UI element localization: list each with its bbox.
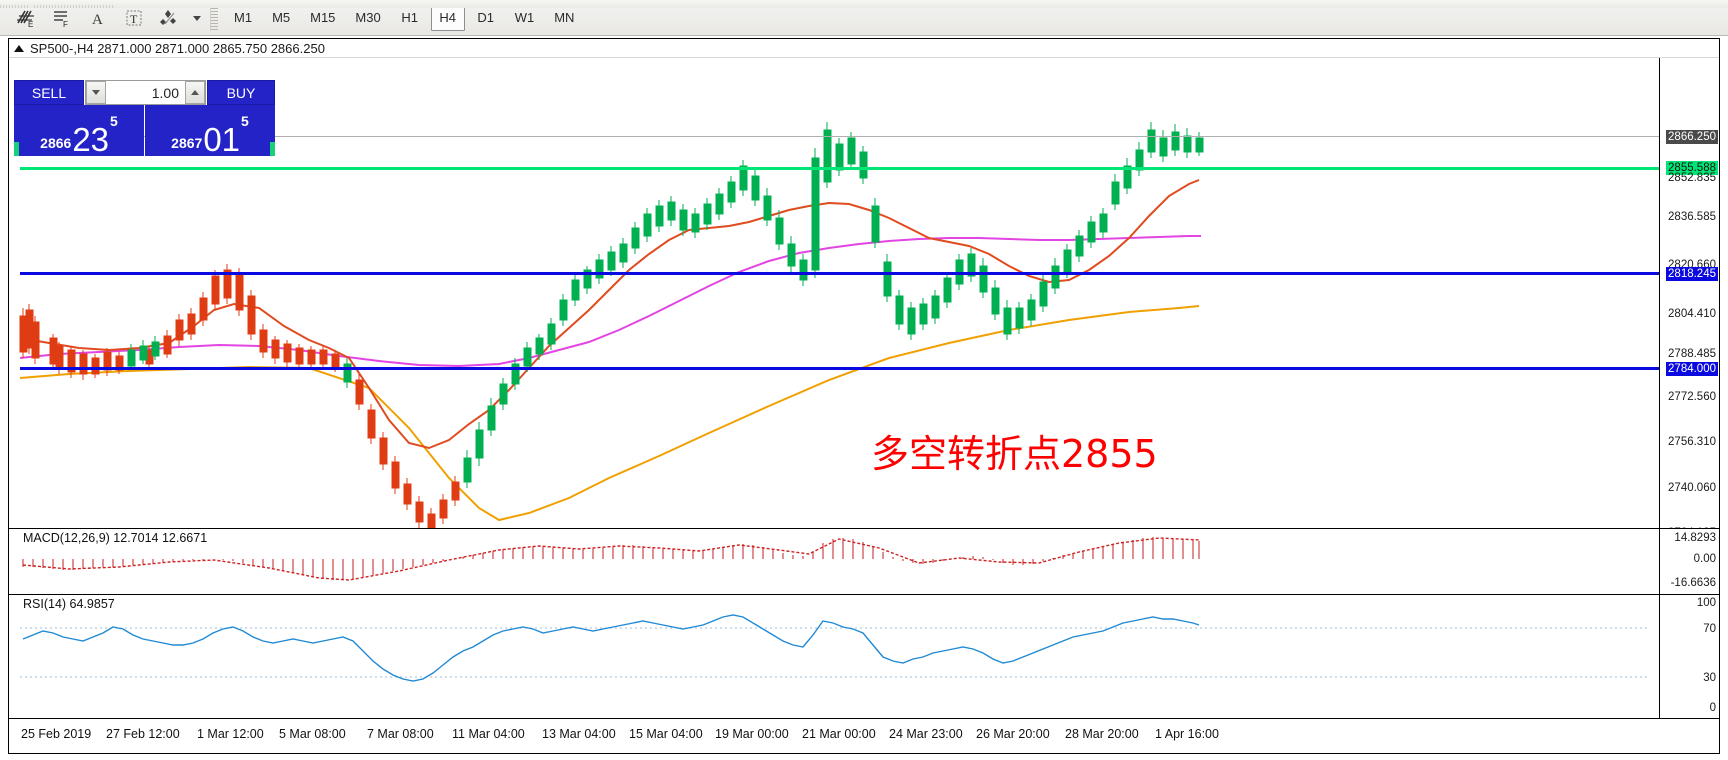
time-tick-13: 1 Apr 16:00 [1155,727,1219,741]
svg-text:F: F [63,20,68,28]
price-tick-2724: 2724.135 [1668,527,1716,528]
time-tick-6: 13 Mar 04:00 [542,727,616,741]
dropdown-arrow-icon[interactable] [189,3,205,33]
rsi-label: RSI(14) 64.9857 [23,597,115,611]
chart-annotation-text: 多空转折点2855 [871,432,1158,476]
time-tick-7: 15 Mar 04:00 [629,727,703,741]
resistance-line-green [20,167,1659,170]
chart-window: SP500-,H4 2871.000 2871.000 2865.750 286… [8,38,1720,754]
volume-decrease-icon[interactable] [86,81,106,104]
sell-price-sup: 5 [110,113,118,129]
templates-icon[interactable]: F [45,3,79,33]
rsi-tick-100: 100 [1696,597,1716,609]
time-tick-5: 11 Mar 04:00 [452,727,525,741]
price-tick-2836: 2836.585 [1668,211,1716,223]
current-price-line [20,136,1659,137]
price-tick-current: 2866.250 [1666,130,1718,144]
buy-button[interactable]: BUY [207,80,275,105]
macd-tick-zero: 0.00 [1693,553,1716,565]
trade-panel-top-row: SELL 1.00 BUY [14,80,275,105]
volume-value[interactable]: 1.00 [151,84,179,101]
time-tick-10: 24 Mar 23:00 [889,727,963,741]
buy-price-prefix: 2867 [171,135,203,151]
objects-icon[interactable] [153,3,187,33]
sell-price-box[interactable]: 2866 23 5 [14,105,144,156]
time-tick-11: 26 Mar 20:00 [976,727,1050,741]
buy-price-sup: 5 [241,113,249,129]
svg-text:A: A [92,12,103,28]
chart-header: SP500-,H4 2871.000 2871.000 2865.750 286… [9,39,1719,58]
buy-price-big: 01 [203,121,241,156]
volume-stepper[interactable]: 1.00 [85,80,206,105]
macd-tick-top: 14.8293 [1674,532,1716,544]
timeframe-m5[interactable]: M5 [272,10,291,25]
main-toolbar: E F A T [0,0,1728,36]
volume-increase-icon[interactable] [185,81,205,104]
toolbar-grip[interactable] [210,4,218,31]
price-tick-2772: 2772.560 [1668,391,1716,403]
buy-tick-indicator [270,142,275,156]
toolbar-upper-strip [0,0,1728,8]
sell-price-big: 23 [72,121,110,156]
ma-mid-line [19,235,1201,368]
rsi-pane[interactable]: RSI(14) 64.9857 100 70 30 0 [9,594,1719,718]
price-tick-2818: 2818.245 [1666,267,1718,281]
rsi-plot [20,614,1649,682]
price-tick-2740: 2740.060 [1668,482,1716,494]
rsi-axis: 100 70 30 0 [1659,595,1719,718]
timeframe-m1[interactable]: M1 [234,10,253,25]
indicators-icon[interactable]: E [9,3,43,33]
svg-text:T: T [130,12,138,26]
collapse-triangle-icon[interactable] [14,44,24,52]
macd-label: MACD(12,26,9) 12.7014 12.6671 [23,531,208,545]
text-tool-icon[interactable]: A [81,3,115,33]
price-tick-2852: 2852.835 [1668,172,1716,184]
time-tick-2: 1 Mar 12:00 [197,727,264,741]
sell-tick-indicator [14,142,19,156]
time-tick-1: 27 Feb 12:00 [106,727,180,741]
buy-price-box[interactable]: 2867 01 5 [145,105,275,156]
price-pane[interactable]: 多空转折点2855 2866.250 2855.588 2852.835 283… [9,58,1719,528]
chart-symbol-ohlc: SP500-,H4 2871.000 2871.000 2865.750 286… [30,40,325,56]
price-tick-2784: 2784.000 [1666,362,1718,376]
candlestick-series [19,122,1204,528]
rsi-line [22,614,1200,682]
timeframe-m30[interactable]: M30 [355,10,381,25]
support-line-blue-lower [20,367,1659,370]
timeframe-w1[interactable]: W1 [514,10,535,25]
time-tick-8: 19 Mar 00:00 [715,727,789,741]
one-click-trade-panel[interactable]: SELL 1.00 BUY 2866 23 5 [14,80,275,156]
trade-panel-prices: 2866 23 5 2867 01 5 [14,105,275,156]
time-tick-3: 5 Mar 08:00 [279,727,346,741]
price-tick-2804: 2804.410 [1668,308,1716,320]
timeframe-mn[interactable]: MN [554,10,575,25]
time-axis[interactable]: 25 Feb 2019 27 Feb 12:00 1 Mar 12:00 5 M… [9,718,1719,753]
price-tick-2788: 2788.485 [1668,348,1716,360]
macd-plot [22,537,1200,581]
macd-pane[interactable]: MACD(12,26,9) 12.7014 12.6671 14.8293 0.… [9,528,1719,594]
rsi-tick-30: 30 [1703,672,1716,684]
time-tick-0: 25 Feb 2019 [21,727,92,741]
timeframe-h4[interactable]: H4 [430,4,465,31]
support-line-blue-upper [20,272,1659,275]
time-tick-12: 28 Mar 20:00 [1065,727,1139,741]
rsi-tick-0: 0 [1709,702,1716,714]
price-tick-2855: 2855.588 [1666,161,1718,175]
macd-signal-line [22,537,1200,581]
price-tick-2756: 2756.310 [1668,436,1716,448]
time-tick-9: 21 Mar 00:00 [802,727,876,741]
timeframe-h1[interactable]: H1 [401,10,419,25]
time-tick-4: 7 Mar 08:00 [367,727,434,741]
macd-tick-bottom: -16.6636 [1670,577,1716,589]
macd-axis: 14.8293 0.00 -16.6636 [1659,529,1719,594]
sell-price-prefix: 2866 [40,135,72,151]
rsi-tick-70: 70 [1703,623,1716,635]
timeframe-d1[interactable]: D1 [477,10,495,25]
svg-text:E: E [28,20,33,28]
timeframe-m15[interactable]: M15 [310,10,336,25]
price-axis[interactable]: 2866.250 2855.588 2852.835 2836.585 2820… [1659,58,1719,528]
sell-button[interactable]: SELL [14,80,84,105]
text-label-icon[interactable]: T [117,3,151,33]
